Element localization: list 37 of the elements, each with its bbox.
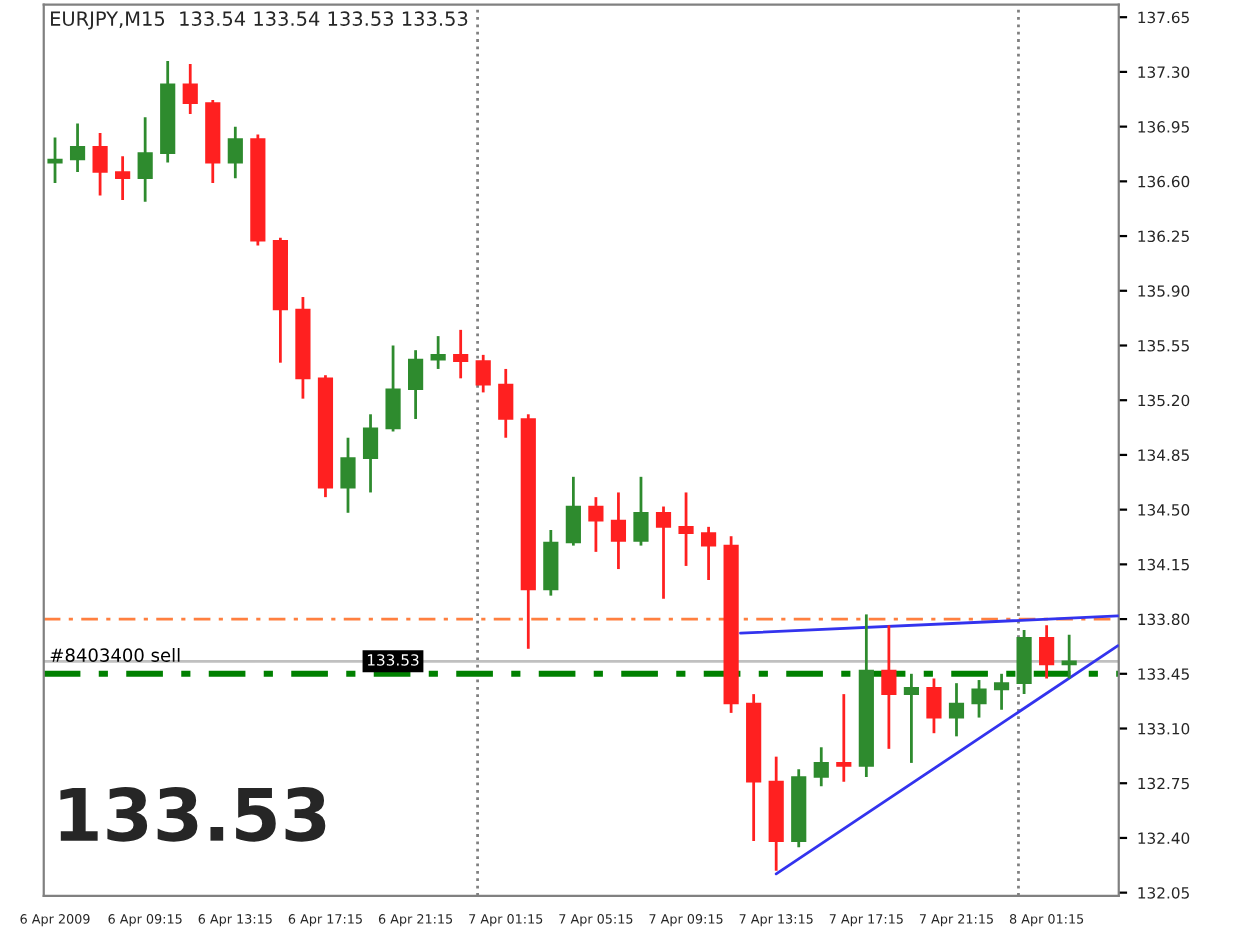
candlestick <box>655 505 672 601</box>
candlestick <box>92 131 108 197</box>
candlestick <box>678 491 694 568</box>
candlestick <box>385 344 401 433</box>
candlestick <box>362 412 379 494</box>
candlestick <box>227 125 243 180</box>
candlestick <box>565 475 581 547</box>
candlestick <box>182 62 198 116</box>
candlestick <box>543 528 559 598</box>
candlestick <box>47 136 63 185</box>
candlestick <box>813 745 829 788</box>
ref-line-label: #8403400 sell <box>50 647 180 662</box>
candlestick <box>971 678 987 719</box>
candlestick <box>993 672 1010 712</box>
candlestick <box>340 436 356 515</box>
annotation: 133.53 <box>60 787 326 842</box>
candlestick <box>1039 623 1055 680</box>
candlestick <box>137 115 153 204</box>
candlestick <box>1016 628 1032 696</box>
candlestick <box>700 525 717 582</box>
candlestick <box>475 353 491 394</box>
candlestick <box>633 475 649 547</box>
candlestick <box>948 681 965 738</box>
candlestick <box>1061 633 1077 680</box>
candlestick <box>903 672 920 765</box>
chart-title: EURJPY,M15 133.54 133.54 133.53 133.53 <box>51 11 468 30</box>
candlestick <box>588 495 604 554</box>
candlestick <box>836 692 852 784</box>
candlestick <box>69 122 86 174</box>
candlestick <box>430 334 446 371</box>
candlestick <box>610 491 627 571</box>
candlestick <box>453 328 469 380</box>
candlestick <box>881 623 897 751</box>
candlestick <box>926 677 942 735</box>
candlestick <box>115 154 131 202</box>
candlestick <box>408 348 424 421</box>
candlestick <box>498 367 514 440</box>
